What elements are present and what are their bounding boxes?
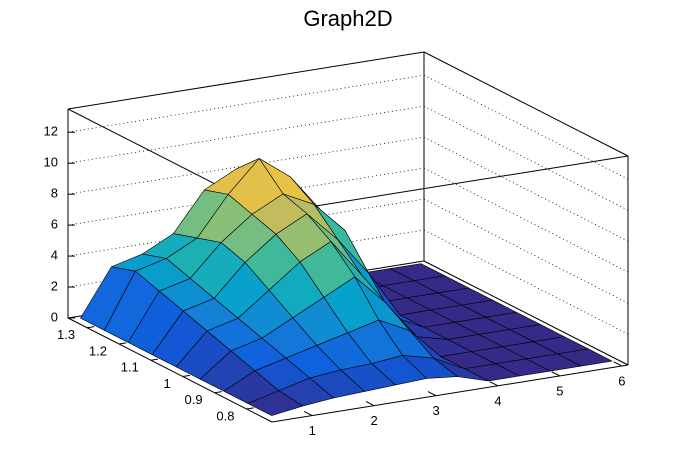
- z-tick-label: 2: [51, 278, 58, 293]
- z-tick-label: 4: [51, 248, 58, 263]
- x-tick-label: 4: [494, 393, 501, 408]
- box-edge: [423, 260, 629, 366]
- x-tick: [365, 401, 375, 407]
- box-edge: [423, 51, 629, 157]
- z-tick-label: 8: [51, 186, 58, 201]
- y-tick-label: 1: [164, 376, 171, 391]
- y-tick: [246, 407, 254, 410]
- z-tick-label: 12: [44, 124, 58, 139]
- y-tick-label: 0.9: [185, 392, 203, 407]
- y-tick: [182, 374, 190, 377]
- x-tick: [427, 391, 437, 397]
- y-tick-label: 1.3: [57, 327, 75, 342]
- x-tick-label: 2: [371, 413, 378, 428]
- x-tick: [551, 371, 561, 377]
- z-tick-label: 6: [51, 217, 58, 232]
- z-tick-label: 0: [51, 309, 58, 324]
- grid-line: [67, 105, 425, 164]
- box-edge: [67, 51, 425, 110]
- y-tick: [150, 358, 159, 361]
- x-tick: [489, 381, 499, 387]
- chart-title: Graph2D: [303, 6, 392, 31]
- box-edge: [271, 155, 629, 214]
- y-tick: [214, 391, 222, 394]
- y-tick-label: 0.8: [216, 408, 234, 423]
- y-tick-label: 1.2: [89, 343, 107, 358]
- x-axis: [271, 364, 629, 423]
- x-tick: [613, 361, 623, 367]
- y-tick: [118, 342, 127, 345]
- y-tick: [87, 326, 95, 329]
- y-axis: [67, 317, 273, 423]
- x-tick-label: 1: [309, 423, 316, 438]
- x-tick: [303, 410, 313, 417]
- surface-cell: [247, 390, 303, 416]
- x-tick-label: 5: [556, 383, 563, 398]
- z-tick-label: 10: [44, 155, 58, 170]
- x-tick-label: 6: [618, 373, 625, 388]
- grid-line: [67, 74, 425, 133]
- y-tick-label: 1.1: [121, 360, 139, 375]
- x-tick-label: 3: [432, 403, 439, 418]
